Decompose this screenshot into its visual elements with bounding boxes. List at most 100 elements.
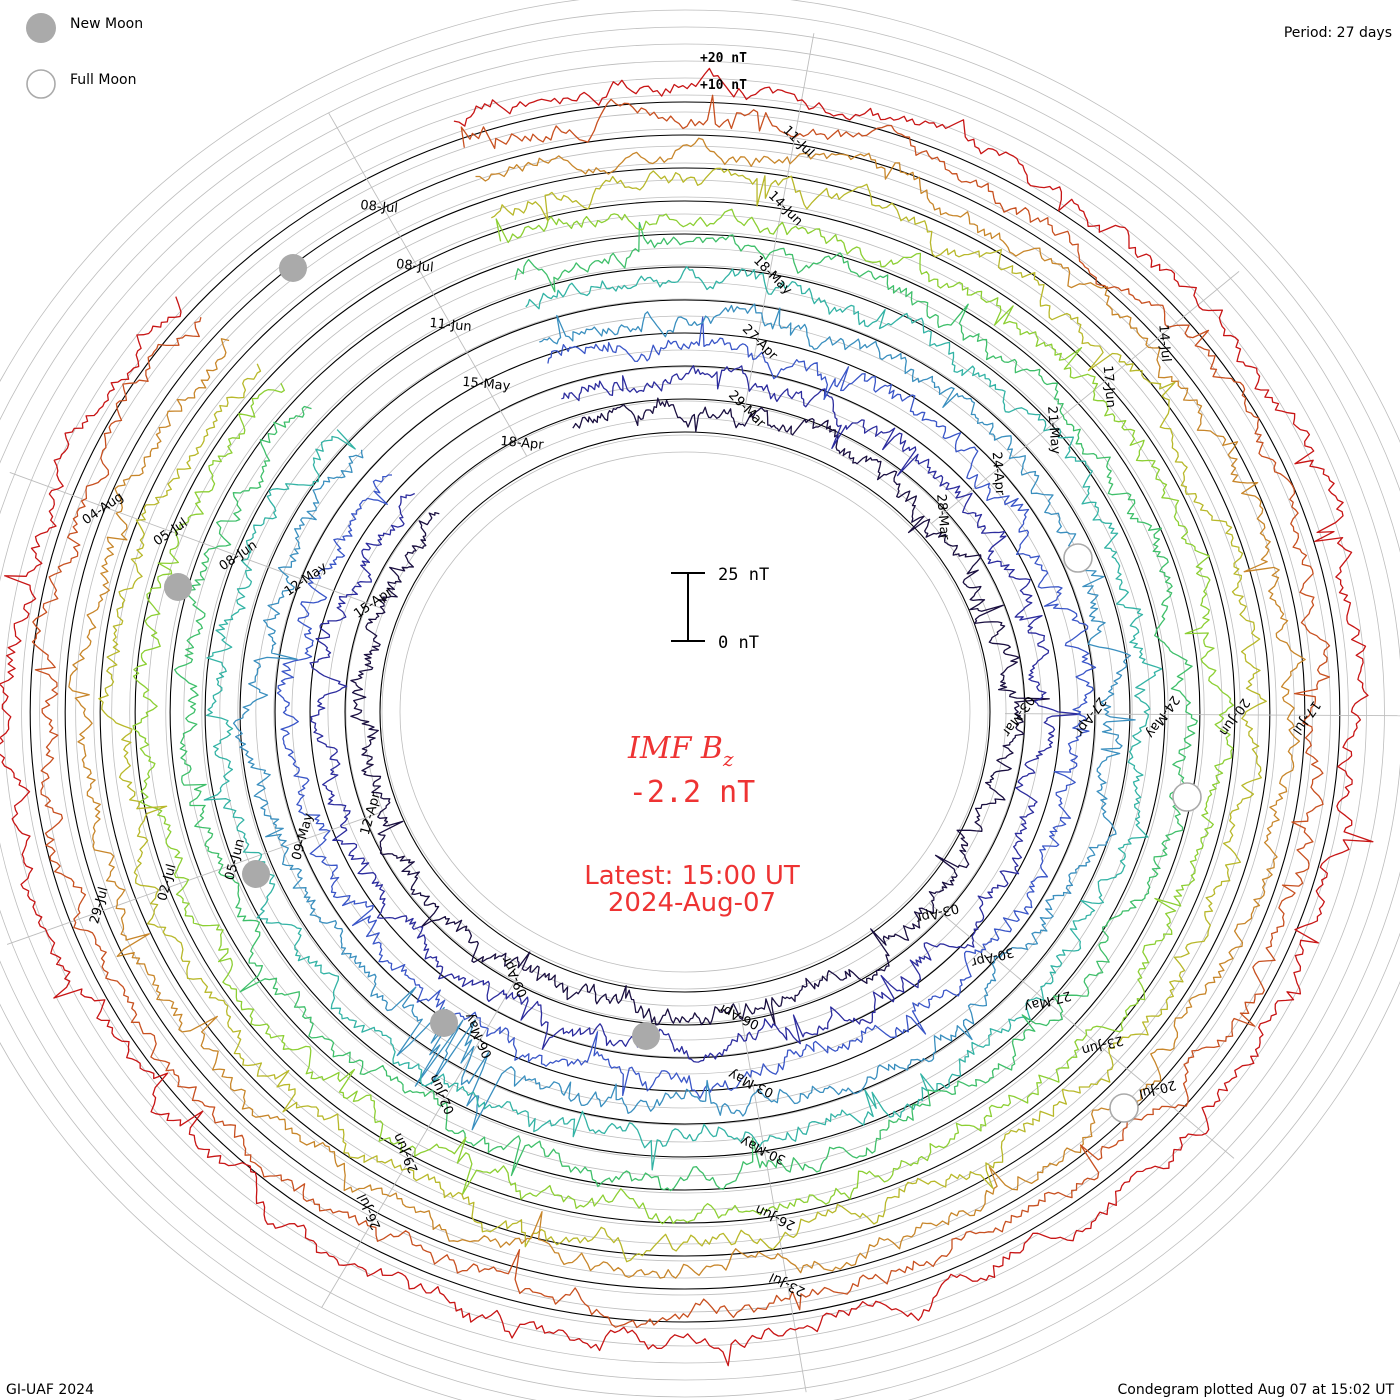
grid-ring xyxy=(0,9,1400,1400)
zero-ring xyxy=(169,233,1201,1191)
date-spoke xyxy=(9,472,386,611)
credit-label: GI-UAF 2024 xyxy=(6,1382,94,1398)
zero-ring xyxy=(99,167,1271,1257)
date-tick-label: 27-May xyxy=(1022,987,1073,1014)
ring-label-plus20: +20 nT xyxy=(700,51,747,66)
date-tick-label: 15-Apr xyxy=(351,584,396,621)
series-trace-4 xyxy=(232,303,1136,1131)
date-tick-label: 05-Jul xyxy=(151,516,190,550)
zero-ring xyxy=(29,101,1341,1323)
scale-bar-bottom-label: 0 nT xyxy=(718,633,759,653)
grid-ring xyxy=(3,77,1367,1347)
series-trace-5 xyxy=(203,266,1163,1171)
series-trace-1 xyxy=(350,397,1050,1027)
plotted-label: Condegram plotted Aug 07 at 15:02 UT xyxy=(1118,1382,1395,1398)
grid-ring xyxy=(0,60,1385,1364)
date-spoke xyxy=(321,966,524,1308)
date-spoke xyxy=(928,902,1235,1159)
zero-ring xyxy=(309,365,1061,1059)
grid-ring xyxy=(39,111,1331,1313)
zero-ring xyxy=(274,332,1096,1092)
date-tick-label: 26-Jun xyxy=(753,1201,798,1233)
center-title: IMF Bz xyxy=(627,731,734,771)
grid-ring xyxy=(93,162,1277,1262)
new-moon-marker xyxy=(632,1022,660,1050)
grid-ring xyxy=(0,26,1400,1398)
date-tick-label: 02-Jun xyxy=(427,1072,458,1117)
zero-ring xyxy=(64,134,1306,1290)
grid-ring xyxy=(309,366,1061,1058)
grid-ring xyxy=(381,434,989,990)
date-tick-label: 26-Jul xyxy=(355,1191,384,1231)
series-trace-11 xyxy=(0,67,1374,1367)
full-moon-legend-label: Full Moon xyxy=(70,72,136,88)
latest-time: Latest: 15:00 UT xyxy=(584,861,800,891)
grid-ring xyxy=(75,145,1295,1279)
new-moon-legend-icon xyxy=(26,13,56,43)
zero-ring xyxy=(379,431,991,993)
series-trace-10 xyxy=(31,94,1331,1329)
new-moon-marker xyxy=(164,573,192,601)
grid-ring xyxy=(327,383,1043,1041)
grid-ring xyxy=(21,94,1349,1330)
date-tick-label: 23-Jul xyxy=(767,1269,807,1299)
series-trace-6 xyxy=(174,221,1198,1192)
date-tick-label: 17-Jun xyxy=(1100,365,1118,408)
date-tick-label: 24-Apr xyxy=(989,451,1008,496)
full-moon-marker xyxy=(1109,1093,1139,1123)
grid-ring xyxy=(363,417,1007,1007)
date-tick-label: 23-Jun xyxy=(1080,1032,1125,1057)
date-spoke xyxy=(6,810,384,945)
full-moon-legend-icon xyxy=(26,69,56,99)
latest-date: 2024-Aug-07 xyxy=(608,888,776,918)
grid-ring xyxy=(219,281,1151,1143)
date-tick-label: 11-Jun xyxy=(429,316,472,335)
date-spoke xyxy=(328,112,527,456)
grid-ring xyxy=(345,400,1025,1024)
moon-markers xyxy=(164,254,1202,1123)
period-label: Period: 27 days xyxy=(1284,25,1392,41)
new-moon-legend-label: New Moon xyxy=(70,16,143,32)
zero-ring xyxy=(134,200,1236,1224)
date-tick-label: 21-May xyxy=(1044,406,1063,455)
grid-ring xyxy=(273,332,1097,1092)
date-tick-label: 30-Apr xyxy=(969,944,1015,970)
date-tick-label: 14-Jul xyxy=(1155,324,1173,363)
grid-ring xyxy=(291,349,1079,1075)
date-tick-label: 02-Jul xyxy=(155,862,179,902)
grid-ring xyxy=(201,264,1169,1160)
new-moon-marker xyxy=(430,1009,458,1037)
full-moon-marker xyxy=(1063,543,1093,573)
date-spoke xyxy=(930,271,1240,524)
date-tick-label: 03-Mar xyxy=(998,693,1037,740)
series-trace-3 xyxy=(276,316,1097,1099)
date-spoke xyxy=(738,1002,807,1393)
zero-ring xyxy=(344,398,1026,1026)
center-value: -2.2 nT xyxy=(629,775,755,810)
date-tick-label: 08-Jul xyxy=(360,198,399,216)
zero-ring xyxy=(204,266,1166,1158)
grid-ring xyxy=(399,451,971,973)
series-trace-7 xyxy=(132,208,1235,1225)
grid-ring xyxy=(255,315,1115,1109)
date-tick-label: 08-Jun xyxy=(217,538,260,574)
grid-ring xyxy=(57,128,1313,1296)
date-tick-label: 18-Apr xyxy=(500,434,545,453)
date-spokes xyxy=(6,33,1400,1393)
series-trace-8 xyxy=(98,167,1267,1263)
scale-bar-top-label: 25 nT xyxy=(718,565,769,585)
ring-label-plus10: +10 nT xyxy=(700,78,747,93)
date-tick-label: 29-Jun xyxy=(390,1131,421,1176)
date-tick-label: 20-Jul xyxy=(1137,1077,1177,1101)
zero-ring xyxy=(239,299,1131,1125)
series-trace-2 xyxy=(309,365,1082,1063)
date-tick-label: 08-Jul xyxy=(395,257,434,275)
date-tick-label: 15-May xyxy=(462,375,512,394)
new-moon-marker xyxy=(242,860,270,888)
series-trace-9 xyxy=(68,137,1306,1279)
date-tick-label: 29-Mar xyxy=(725,388,768,432)
grid-ring xyxy=(165,230,1205,1194)
grid-ring xyxy=(183,247,1187,1177)
